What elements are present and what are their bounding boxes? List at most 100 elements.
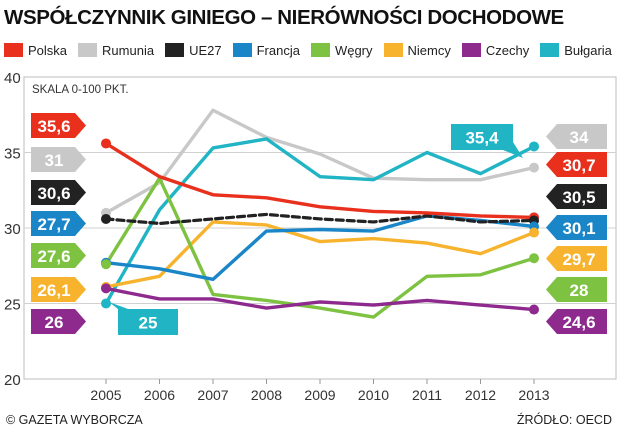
x-tick-label: 2008 — [251, 387, 282, 403]
tag-shape — [31, 211, 86, 236]
legend-item-niemcy: Niemcy — [383, 42, 451, 58]
start-value-tag-bulgaria: 25 — [109, 302, 178, 335]
point-niemcy-2013 — [529, 227, 539, 238]
legend-swatch — [165, 43, 185, 57]
chart-title: WSPÓŁCZYNNIK GINIEGO – NIERÓWNOŚCI DOCHO… — [4, 6, 564, 29]
legend-item-rumunia: Rumunia — [78, 43, 154, 58]
x-tick-label: 2006 — [144, 387, 175, 403]
start-value-label: 30,6 — [37, 184, 70, 203]
start-value-label: 31 — [45, 151, 64, 170]
series-line-bulgaria — [104, 137, 536, 306]
end-value-tag-polska: 30,7 — [546, 152, 607, 177]
series-line-polska — [104, 141, 536, 220]
legend-label: Bułgaria — [564, 42, 612, 58]
series-line-niemcy — [104, 220, 536, 289]
legend-item-francja: Francja — [232, 42, 300, 58]
x-tick-label: 2011 — [412, 387, 442, 403]
series-line-wegry — [104, 176, 536, 319]
legend-swatch — [78, 43, 98, 57]
end-value-tag-niemcy: 29,7 — [546, 246, 607, 271]
end-value-tag-czechy: 24,6 — [546, 309, 607, 334]
tag-shape — [546, 246, 607, 271]
tag-shape — [31, 309, 86, 334]
point-bulgaria-2013 — [529, 141, 539, 152]
start-value-tag-ue27: 30,6 — [31, 180, 86, 205]
legend-swatch — [540, 43, 560, 57]
end-value-label: 30,7 — [562, 156, 595, 175]
tag-shape — [451, 124, 513, 150]
tag-pointer — [109, 302, 128, 309]
legend-swatch — [310, 43, 330, 57]
tag-shape — [546, 277, 607, 302]
end-value-tag-bulgaria: 35,4 — [451, 124, 523, 158]
legend-label: Francja — [256, 42, 300, 58]
x-tick-label: 2010 — [358, 387, 389, 403]
tag-shape — [118, 309, 178, 335]
start-value-label: 35,6 — [37, 117, 70, 136]
point-wegry-2013 — [529, 253, 539, 264]
end-value-tag-francja: 30,1 — [546, 215, 607, 240]
y-tick-label: 40 — [4, 70, 21, 87]
tag-shape — [31, 277, 86, 302]
end-value-label: 24,6 — [562, 313, 595, 332]
legend-swatch — [461, 43, 481, 57]
end-value-label: 28 — [570, 281, 589, 300]
series-line-rumunia — [104, 108, 536, 215]
legend: Polska Rumunia UE27 Francja Węgry Niemcy Czech… — [4, 40, 616, 60]
start-value-label: 27,7 — [37, 215, 70, 234]
point-rumunia-2013 — [529, 162, 539, 173]
end-value-tag-rumunia: 34 — [546, 124, 607, 149]
tag-shape — [546, 309, 607, 334]
point-wegry-2005 — [101, 259, 111, 270]
legend-label: UE27 — [189, 42, 222, 58]
x-tick-label: 2005 — [90, 387, 121, 403]
end-value-label: 30,1 — [562, 219, 595, 238]
end-value-tag-ue27: 30,5 — [546, 184, 607, 209]
start-value-label: 27,6 — [37, 247, 70, 266]
tag-shape — [546, 152, 607, 177]
series-line-francja — [104, 214, 536, 282]
y-tick-label: 25 — [4, 297, 21, 314]
y-tick-label: 20 — [4, 372, 21, 389]
end-value-label: 29,7 — [562, 250, 595, 269]
legend-item-ue27: UE27 — [165, 43, 222, 58]
start-value-label: 25 — [139, 314, 158, 333]
series-line-czechy — [104, 286, 536, 312]
tag-shape — [546, 184, 607, 209]
start-value-tag-francja: 27,7 — [31, 211, 86, 236]
legend-swatch — [232, 43, 252, 57]
x-tick-label: 2009 — [304, 387, 335, 403]
legend-swatch — [383, 43, 403, 57]
x-tick-label: 2007 — [197, 387, 228, 403]
legend-label: Rumunia — [102, 42, 155, 58]
x-tick-label: 2013 — [518, 387, 549, 403]
tag-shape — [31, 180, 86, 205]
legend-item-bulgaria: Bułgaria — [540, 43, 612, 58]
end-value-label: 35,4 — [465, 129, 499, 148]
legend-label: Węgry — [334, 42, 373, 58]
legend-item-polska: Polska — [4, 43, 67, 58]
y-tick-label: 35 — [4, 146, 21, 163]
tag-shape — [546, 215, 607, 240]
point-czechy-2005 — [101, 283, 111, 294]
x-tick-label: 2012 — [465, 387, 496, 403]
publisher-credit: © GAZETA WYBORCZA — [6, 413, 143, 427]
point-ue27-2005 — [101, 213, 111, 224]
start-value-tag-polska: 35,6 — [31, 113, 86, 138]
end-value-label: 30,5 — [562, 188, 595, 207]
start-value-label: 26 — [45, 313, 64, 332]
legend-label: Czechy — [485, 42, 530, 58]
legend-label: Niemcy — [407, 42, 451, 58]
source-note: ŹRÓDŁO: OECD — [516, 413, 612, 427]
point-czechy-2013 — [529, 304, 539, 315]
start-value-label: 26,1 — [37, 281, 70, 300]
tag-shape — [31, 243, 86, 268]
start-value-tag-czechy: 26 — [31, 309, 86, 334]
legend-label: Polska — [28, 42, 68, 58]
start-value-tag-wegry: 27,6 — [31, 243, 86, 268]
point-bulgaria-2005 — [101, 298, 111, 309]
end-value-tag-wegry: 28 — [546, 277, 607, 302]
series-line-ue27 — [104, 212, 536, 226]
point-polska-2005 — [101, 138, 111, 149]
